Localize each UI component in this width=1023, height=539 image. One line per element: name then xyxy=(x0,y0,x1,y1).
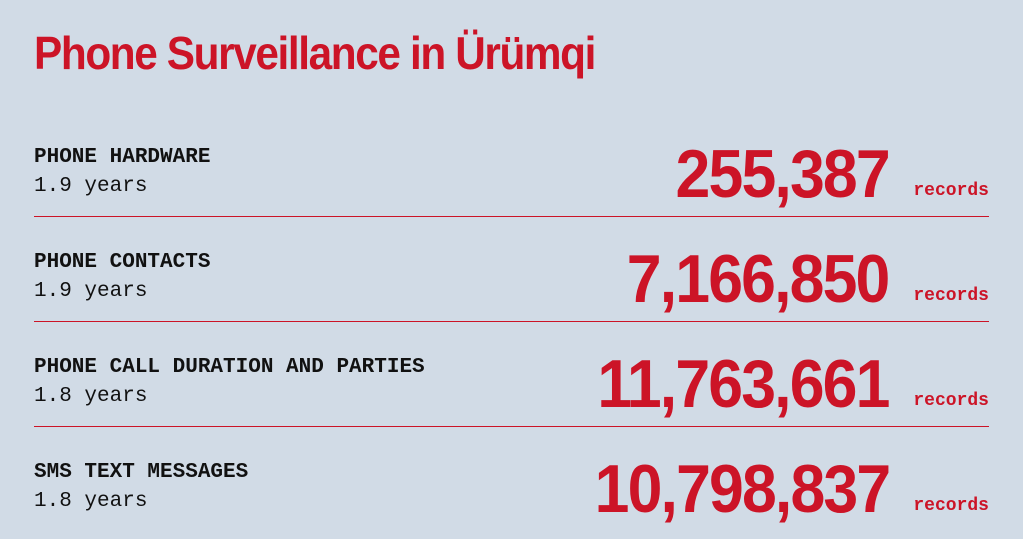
row: PHONE HARDWARE 1.9 years 255,387 records xyxy=(34,112,989,217)
row-label: PHONE CALL DURATION AND PARTIES xyxy=(34,356,425,379)
separator xyxy=(34,425,989,427)
row-count: 11,763,661 xyxy=(597,346,891,422)
row-label: PHONE CONTACTS xyxy=(34,251,211,274)
row-unit: records xyxy=(913,496,989,516)
row-unit: records xyxy=(913,286,989,306)
row-unit: records xyxy=(913,391,989,411)
row-count: 255,387 xyxy=(675,136,891,212)
row: PHONE CONTACTS 1.9 years 7,166,850 records xyxy=(34,217,989,322)
separator xyxy=(34,320,989,322)
row-duration: 1.9 years xyxy=(34,280,148,303)
row-count: 10,798,837 xyxy=(594,451,891,527)
row-count: 7,166,850 xyxy=(627,241,891,317)
row-label: PHONE HARDWARE xyxy=(34,146,211,169)
row-duration: 1.8 years xyxy=(34,490,148,513)
row-unit: records xyxy=(913,181,989,201)
row: PHONE CALL DURATION AND PARTIES 1.8 years… xyxy=(34,322,989,427)
row: SMS TEXT MESSAGES 1.8 years 10,798,837 reco… xyxy=(34,427,989,532)
row-duration: 1.9 years xyxy=(34,175,148,198)
separator xyxy=(34,215,989,217)
row-label: SMS TEXT MESSAGES xyxy=(34,461,249,484)
row-duration: 1.8 years xyxy=(34,385,148,408)
title: Phone Surveillance in Ürümqi xyxy=(34,27,596,79)
